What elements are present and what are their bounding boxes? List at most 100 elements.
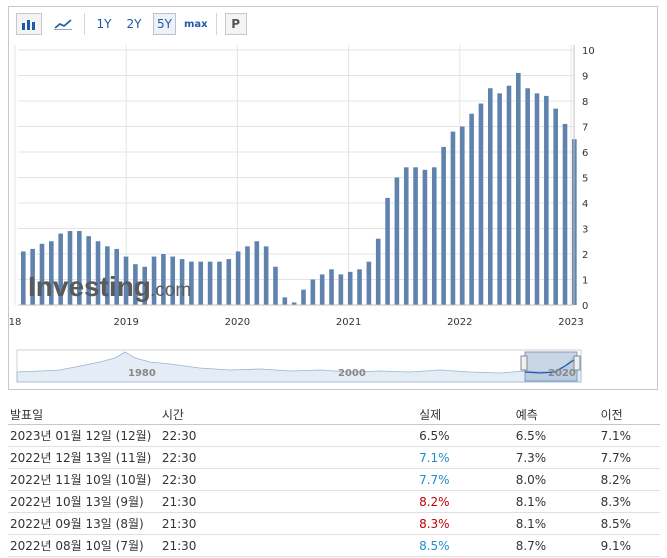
row-forecast: 8.7% xyxy=(513,534,599,557)
y-tick-label: 7 xyxy=(582,123,588,134)
y-tick-label: 6 xyxy=(582,148,588,159)
bar xyxy=(488,88,493,305)
time-navigator[interactable]: 1980 2000 2020 xyxy=(16,349,582,383)
table-row: 2022년 10월 13일 (9월) 21:30 8.2% 8.1% 8.3% xyxy=(8,490,660,513)
row-time: 22:30 xyxy=(159,468,418,491)
bar xyxy=(226,259,232,305)
bar xyxy=(273,266,278,305)
row-previous: 8.2% xyxy=(598,468,660,491)
row-date: 2023년 01월 12일 (12월) xyxy=(8,424,160,447)
table-row: 2022년 11월 10일 (10월) 22:30 7.7% 8.0% 8.2% xyxy=(8,468,660,491)
header-forecast[interactable]: 예측 xyxy=(513,404,599,425)
bar xyxy=(67,231,73,305)
bar xyxy=(310,279,316,305)
navigator-left-handle[interactable] xyxy=(520,355,528,371)
row-actual: 8.3% xyxy=(417,512,514,535)
bar xyxy=(263,246,269,305)
navigator-right-handle[interactable] xyxy=(573,355,581,371)
line-chart-button[interactable] xyxy=(50,13,76,35)
y-tick-label: 8 xyxy=(582,97,588,108)
y-tick-label: 10 xyxy=(582,46,595,57)
bar xyxy=(198,261,204,305)
release-table: 발표일 시간 실제 예측 이전 2023년 01월 12일 (12월) 22:30… xyxy=(8,404,660,557)
row-date: 2022년 09월 13일 (8월) xyxy=(8,512,160,535)
row-time: 21:30 xyxy=(159,512,418,535)
header-time[interactable]: 시간 xyxy=(159,404,418,425)
bar xyxy=(95,241,101,305)
row-date: 2022년 08월 10일 (7월) xyxy=(8,534,160,557)
bar xyxy=(478,103,484,305)
y-tick-label: 1 xyxy=(582,276,588,287)
bar xyxy=(123,256,129,305)
y-tick-label: 0 xyxy=(582,301,588,312)
watermark-brand: Investing xyxy=(28,271,151,302)
bar xyxy=(282,297,288,305)
row-time: 21:30 xyxy=(159,490,418,513)
header-actual[interactable]: 실제 xyxy=(417,404,514,425)
row-actual: 8.5% xyxy=(417,534,514,557)
bar xyxy=(403,167,409,305)
bar xyxy=(450,131,456,305)
watermark-suffix: .com xyxy=(150,280,191,301)
bar xyxy=(375,238,381,305)
bar xyxy=(114,248,119,305)
toolbar-divider-2 xyxy=(215,13,217,35)
row-forecast: 8.1% xyxy=(513,490,599,513)
y-tick-label: 3 xyxy=(582,225,588,236)
row-actual: 7.7% xyxy=(417,468,514,491)
row-previous: 8.5% xyxy=(598,512,660,535)
bar xyxy=(58,233,63,305)
bar xyxy=(394,177,400,305)
bar xyxy=(562,123,568,305)
row-forecast: 6.5% xyxy=(513,424,599,447)
bar xyxy=(544,95,549,306)
bar-chart-icon xyxy=(22,20,35,30)
p-button[interactable]: P xyxy=(224,13,247,35)
row-time: 22:30 xyxy=(159,446,418,469)
row-previous: 9.1% xyxy=(598,534,660,557)
range-5y-button[interactable]: 5Y xyxy=(153,13,176,35)
bar-chart-button[interactable] xyxy=(16,13,42,35)
row-actual: 7.1% xyxy=(417,446,514,469)
bar xyxy=(553,108,558,306)
toolbar-divider xyxy=(84,13,85,35)
bar xyxy=(105,246,110,305)
navigator-label-2000: 2000 xyxy=(338,368,366,379)
bar xyxy=(291,302,297,305)
range-2y-button[interactable]: 2Y xyxy=(126,17,142,31)
x-tick-label: 2019 xyxy=(113,317,138,328)
range-max-button[interactable]: max xyxy=(183,18,208,30)
x-tick-label: 2023 xyxy=(558,317,583,328)
bar xyxy=(189,261,194,305)
line-chart-icon xyxy=(54,19,72,30)
row-time: 21:30 xyxy=(159,534,418,557)
range-1y-button[interactable]: 1Y xyxy=(96,17,112,31)
header-previous[interactable]: 이전 xyxy=(598,404,660,425)
x-tick-label: 2020 xyxy=(225,317,250,328)
table-row: 2023년 01월 12일 (12월) 22:30 6.5% 6.5% 7.1% xyxy=(8,424,660,447)
row-actual: 6.5% xyxy=(417,424,514,447)
row-time: 22:30 xyxy=(159,424,418,447)
bar xyxy=(21,251,26,305)
y-tick-label: 9 xyxy=(582,72,588,83)
bar xyxy=(413,167,418,305)
investing-watermark: Investing .com xyxy=(28,271,191,302)
bar xyxy=(422,169,428,305)
header-date[interactable]: 발표일 xyxy=(8,404,160,425)
table-row: 2022년 09월 13일 (8월) 21:30 8.3% 8.1% 8.5% xyxy=(8,512,660,535)
bar xyxy=(431,167,437,305)
navigator-selection[interactable] xyxy=(524,351,578,382)
bar xyxy=(347,271,353,305)
row-date: 2022년 10월 13일 (9월) xyxy=(8,490,160,513)
row-previous: 7.7% xyxy=(598,446,660,469)
bar xyxy=(207,261,213,305)
y-axis: 0 1 2 3 4 5 6 7 8 9 10 xyxy=(573,45,595,312)
bar xyxy=(506,85,512,305)
row-forecast: 7.3% xyxy=(513,446,599,469)
bar xyxy=(497,93,502,305)
bar xyxy=(254,241,260,305)
bar xyxy=(133,264,138,305)
bar xyxy=(329,269,334,305)
bar xyxy=(319,274,325,305)
bar xyxy=(525,88,530,305)
